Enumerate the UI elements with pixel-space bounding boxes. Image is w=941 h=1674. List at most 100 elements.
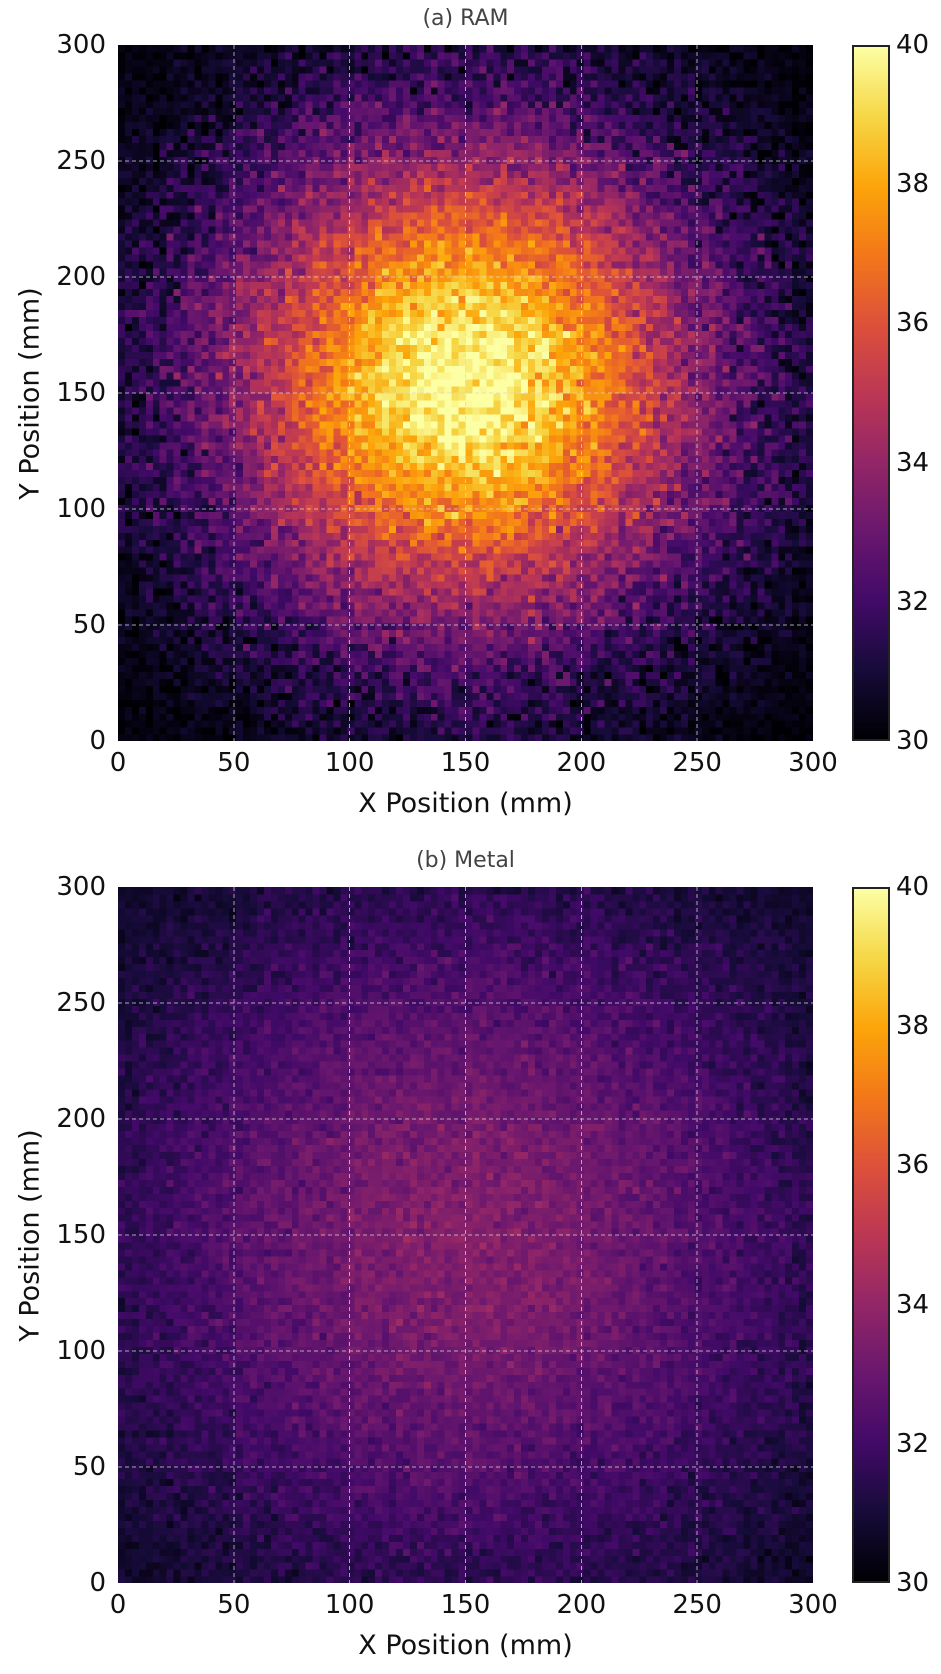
heatmap-cell (361, 448, 369, 457)
heatmap-cell (444, 532, 453, 540)
heatmap-cell (187, 504, 196, 512)
heatmap-cell (806, 594, 813, 603)
heatmap-cell (333, 622, 341, 631)
heatmap-cell (541, 525, 550, 533)
heatmap-cell (708, 706, 717, 714)
heatmap-cell (632, 664, 640, 672)
heatmap-cell (180, 629, 189, 638)
heatmap-cell (236, 511, 244, 519)
heatmap-cell (159, 594, 168, 603)
heatmap-cell (277, 608, 286, 617)
heatmap-cell (270, 573, 279, 582)
heatmap-cell (597, 580, 606, 589)
heatmap-cell (465, 608, 474, 617)
heatmap-cell (444, 469, 453, 478)
heatmap-cell (180, 608, 189, 617)
heatmap-cell (458, 713, 467, 721)
heatmap-cell (416, 560, 425, 568)
heatmap-cell (159, 713, 168, 721)
heatmap-cell (493, 455, 501, 464)
heatmap-cell (806, 671, 813, 679)
heatmap-cell (541, 699, 550, 707)
heatmap-cell (326, 643, 335, 652)
heatmap-cell (562, 734, 571, 741)
heatmap-cell (500, 622, 508, 631)
heatmap-cell (437, 539, 446, 547)
heatmap-cell (236, 413, 244, 422)
heatmap-cell (757, 615, 765, 624)
heatmap-cell (340, 587, 348, 596)
heatmap-cell (368, 393, 376, 401)
heatmap-cell (465, 636, 474, 645)
heatmap-cell (409, 713, 418, 721)
heatmap-cell (368, 462, 376, 471)
heatmap-cell (437, 706, 446, 714)
heatmap-cell (771, 490, 779, 498)
heatmap-cell (521, 601, 529, 610)
heatmap-cell (215, 455, 223, 464)
heatmap-cell (382, 622, 390, 631)
heatmap-cell (423, 580, 432, 589)
heatmap-cell (319, 650, 328, 659)
heatmap-cell (222, 629, 230, 638)
heatmap-cell (263, 678, 272, 686)
heatmap-cell (222, 587, 230, 596)
heatmap-cell (680, 685, 689, 693)
heatmap-cell (722, 511, 731, 519)
heatmap-cell (145, 420, 154, 429)
heatmap-cell (472, 476, 480, 485)
heatmap-cell (548, 636, 557, 645)
heatmap-cell (208, 608, 216, 617)
heatmap-cell (187, 657, 196, 666)
heatmap-cell (632, 525, 640, 533)
heatmap-cell (333, 643, 341, 652)
heatmap-cell (625, 608, 633, 617)
heatmap-cell (604, 427, 613, 436)
heatmap-cell (611, 622, 619, 631)
heatmap-cell (569, 448, 578, 457)
heatmap-cell (305, 441, 314, 450)
heatmap-cell (166, 643, 175, 652)
heatmap-cell (250, 685, 258, 693)
heatmap-cell (402, 678, 411, 686)
heatmap-cell (368, 469, 376, 478)
heatmap-cell (535, 664, 543, 672)
heatmap-cell (806, 497, 813, 505)
heatmap-cell (305, 678, 314, 686)
heatmap-cell (451, 490, 460, 498)
heatmap-cell (236, 553, 244, 561)
heatmap-cell (354, 699, 362, 707)
heatmap-cell (451, 560, 460, 568)
heatmap-cell (535, 413, 543, 422)
heatmap-cell (416, 727, 425, 735)
heatmap-cell (444, 406, 453, 415)
heatmap-cell (124, 671, 133, 679)
heatmap-cell (437, 727, 446, 735)
heatmap-cell (771, 511, 779, 519)
heatmap-cell (298, 622, 307, 631)
heatmap-cell (715, 706, 724, 714)
heatmap-cell (535, 434, 543, 443)
heatmap-cell (375, 525, 383, 533)
heatmap-cell (312, 420, 321, 429)
heatmap-cell (778, 469, 786, 478)
heatmap-cell (750, 601, 758, 610)
heatmap-cell (528, 441, 536, 450)
heatmap-cell (305, 490, 314, 498)
heatmap-cell (361, 601, 369, 610)
heatmap-cell (646, 601, 654, 610)
heatmap-cell (277, 587, 286, 596)
heatmap-cell (646, 393, 654, 401)
heatmap-cell (799, 734, 807, 741)
heatmap-cell (458, 622, 467, 631)
heatmap-cell (785, 406, 793, 415)
heatmap-cell (806, 734, 813, 741)
heatmap-cell (493, 532, 501, 540)
heatmap-cell (145, 587, 154, 596)
heatmap-cell (312, 413, 321, 422)
heatmap-cell (180, 462, 189, 471)
heatmap-cell (430, 734, 439, 741)
heatmap-cell (166, 539, 175, 547)
heatmap-cell (229, 594, 237, 603)
heatmap-cell (270, 483, 279, 492)
